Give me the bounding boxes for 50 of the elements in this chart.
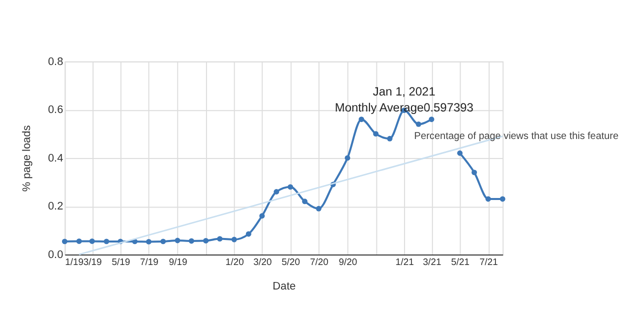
point bbox=[104, 238, 110, 244]
x-tick-label: 9/19 bbox=[168, 256, 188, 268]
point bbox=[485, 196, 491, 202]
x-tick-label: 1/19 bbox=[65, 256, 84, 268]
point bbox=[428, 116, 434, 122]
point bbox=[344, 155, 350, 161]
point bbox=[387, 136, 392, 142]
point bbox=[246, 231, 252, 237]
point bbox=[302, 198, 308, 204]
point bbox=[316, 206, 322, 212]
point bbox=[373, 131, 379, 137]
point bbox=[259, 213, 265, 219]
point bbox=[174, 238, 180, 244]
point bbox=[160, 238, 166, 244]
x-tick-label: 7/21 bbox=[480, 256, 498, 268]
x-tick-label: 5/21 bbox=[451, 256, 470, 268]
x-tick-label: 7/19 bbox=[140, 256, 158, 268]
y-tick-label: 0.2 bbox=[48, 200, 64, 213]
point bbox=[188, 238, 194, 244]
point bbox=[231, 236, 237, 242]
point bbox=[416, 121, 422, 127]
y-tick-label: 0.4 bbox=[48, 152, 64, 164]
annotation: Jan 1, 2021 Monthly Average0.597393 bbox=[334, 84, 474, 114]
point bbox=[217, 236, 223, 242]
x-tick-label: 9/20 bbox=[338, 256, 358, 268]
x-tick-label: 1/21 bbox=[395, 256, 414, 268]
point bbox=[274, 189, 280, 194]
point bbox=[472, 170, 477, 176]
x-axis-title: Date bbox=[272, 280, 296, 292]
x-tick-label: 5/19 bbox=[112, 256, 130, 268]
point bbox=[89, 238, 95, 244]
y-tick-label: 0.8 bbox=[48, 56, 64, 68]
x-tick-label: 5/20 bbox=[282, 256, 300, 268]
x-tick-label: 3/21 bbox=[422, 256, 442, 268]
y-tick-label: 0.0 bbox=[48, 248, 64, 261]
point bbox=[358, 116, 364, 122]
point bbox=[457, 150, 463, 156]
y-axis-title: % page loads bbox=[21, 124, 34, 192]
point bbox=[203, 238, 209, 244]
annotation: Percentage of page views that use this feature bbox=[414, 131, 619, 142]
point bbox=[288, 184, 294, 190]
point bbox=[146, 238, 152, 244]
y-tick-label: 0.6 bbox=[48, 104, 64, 116]
x-tick-label: 3/19 bbox=[83, 256, 102, 268]
x-tick-label: 7/20 bbox=[310, 256, 328, 268]
point bbox=[62, 238, 68, 244]
point bbox=[76, 238, 82, 244]
x-tick-label: 1/20 bbox=[225, 256, 244, 268]
x-tick-label: 3/20 bbox=[253, 256, 272, 268]
point bbox=[500, 196, 506, 202]
